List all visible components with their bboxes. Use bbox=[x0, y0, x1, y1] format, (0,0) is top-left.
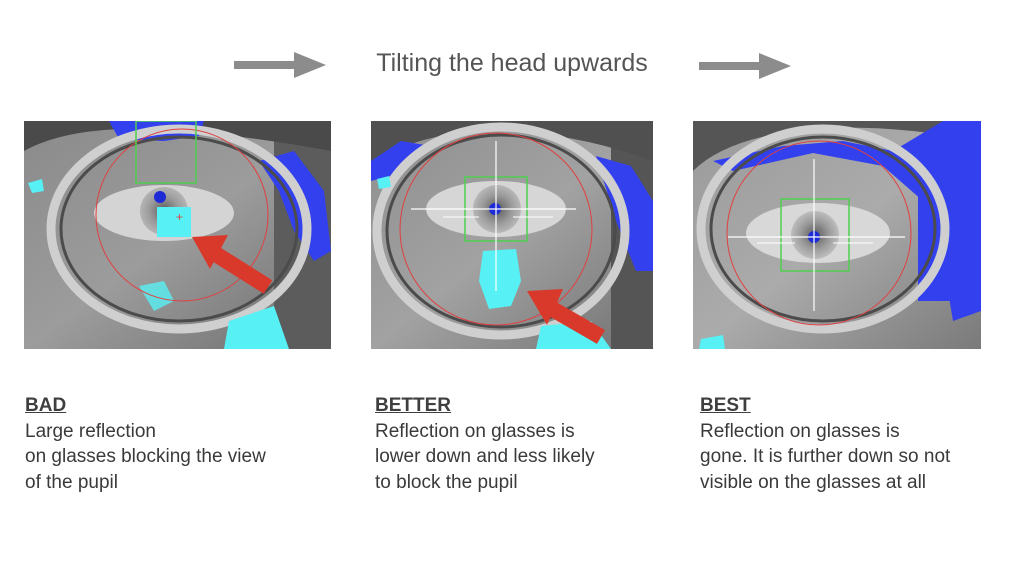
svg-text:+: + bbox=[176, 210, 183, 224]
caption-line: gone. It is further down so not bbox=[700, 446, 951, 467]
caption-line: Reflection on glasses is bbox=[375, 420, 575, 442]
caption-better: BETTER Reflection on glasses is lower do… bbox=[375, 393, 595, 495]
caption-line: to block the pupil bbox=[375, 471, 518, 493]
header-title: Tilting the head upwards bbox=[376, 49, 648, 77]
caption-line: lower down and less likely bbox=[375, 446, 595, 467]
right-arrow-icon bbox=[234, 52, 326, 78]
caption-best: BEST Reflection on glasses is gone. It i… bbox=[700, 393, 950, 495]
caption-line: Reflection on glasses is bbox=[700, 420, 900, 442]
caption-line: visible on the glasses at all bbox=[700, 471, 927, 493]
eye-image-bad: + bbox=[24, 121, 331, 349]
caption-heading: BEST bbox=[700, 395, 751, 416]
eye-image-best bbox=[693, 121, 981, 349]
caption-line: Large reflection bbox=[25, 420, 156, 442]
caption-line: on glasses blocking the view bbox=[25, 446, 266, 467]
caption-bad: BAD Large reflection on glasses blocking… bbox=[25, 393, 266, 495]
caption-heading: BETTER bbox=[375, 395, 451, 416]
caption-line: of the pupil bbox=[25, 471, 118, 493]
eye-image-better bbox=[371, 121, 653, 349]
right-arrow-icon bbox=[699, 53, 791, 79]
caption-heading: BAD bbox=[25, 395, 67, 416]
